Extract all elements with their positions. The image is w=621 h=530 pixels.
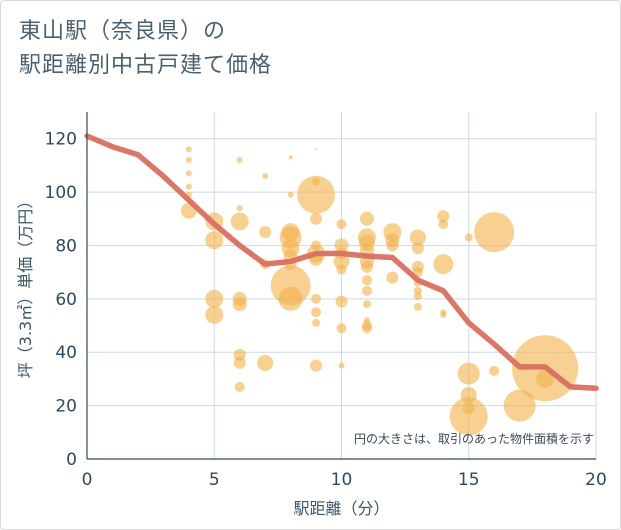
y-tick-label: 0 <box>66 450 77 470</box>
data-bubble <box>362 300 371 309</box>
data-bubble <box>287 191 294 198</box>
trend-line <box>84 133 599 392</box>
data-bubble <box>438 219 449 230</box>
data-bubble <box>489 365 500 376</box>
y-tick-label: 40 <box>55 343 77 363</box>
data-bubble <box>288 155 293 160</box>
data-bubble <box>457 362 480 385</box>
chart-title-line-1: 東山駅（奈良県）の <box>19 19 227 44</box>
y-tick-label: 80 <box>55 236 77 256</box>
y-tick-label: 20 <box>55 397 77 417</box>
data-bubble <box>336 264 347 275</box>
data-bubble <box>205 305 224 324</box>
x-axis-title: 駅距離（分） <box>293 499 389 518</box>
bubble-series <box>180 146 579 436</box>
data-bubble <box>234 381 245 392</box>
data-bubble <box>336 323 347 334</box>
data-bubble <box>185 157 192 164</box>
data-bubble <box>312 318 321 327</box>
data-bubble <box>333 253 350 270</box>
trend-line-series <box>84 133 599 392</box>
data-bubble <box>386 239 399 252</box>
x-tick-label: 15 <box>458 470 480 490</box>
data-bubble <box>409 229 426 246</box>
axes <box>86 112 596 460</box>
data-bubble <box>310 359 323 372</box>
data-bubble <box>262 173 269 180</box>
data-bubble <box>257 354 274 371</box>
chart-title: 東山駅（奈良県）の 駅距離別中古戸建て価格 <box>19 15 272 83</box>
bubble-size-note: 円の大きさは、取引のあった物件面積を示す <box>354 431 594 446</box>
x-tick-label: 20 <box>585 470 607 490</box>
data-bubble <box>411 242 424 255</box>
data-bubble <box>297 175 336 214</box>
data-bubble <box>464 233 473 242</box>
chart-title-line-2: 駅距離別中古戸建て価格 <box>19 53 273 78</box>
data-bubble <box>205 289 224 308</box>
data-bubble <box>259 226 272 239</box>
grid-lines <box>87 112 597 459</box>
tick-labels: 0 5 10 15 20 0 20 40 60 80 100 120 <box>45 130 607 490</box>
data-bubble <box>413 292 422 301</box>
data-bubble <box>361 323 372 334</box>
data-bubble <box>503 389 536 422</box>
data-bubble <box>311 293 322 304</box>
data-bubble <box>230 212 249 231</box>
y-tick-label: 60 <box>55 290 77 310</box>
data-bubble <box>474 212 515 253</box>
data-bubble <box>361 275 372 286</box>
data-bubble <box>449 397 488 436</box>
data-bubble <box>233 356 246 369</box>
data-bubble <box>338 362 345 369</box>
x-tick-label: 0 <box>82 470 93 490</box>
data-bubble <box>336 219 347 230</box>
data-bubble <box>236 205 243 212</box>
x-tick-label: 10 <box>331 470 353 490</box>
data-bubble <box>437 210 450 223</box>
data-bubble <box>536 369 555 388</box>
data-bubble <box>205 231 224 250</box>
data-bubble <box>315 148 318 151</box>
data-bubble <box>232 297 247 312</box>
data-bubble <box>278 286 303 311</box>
x-tick-label: 5 <box>209 470 220 490</box>
data-bubble <box>361 285 372 296</box>
y-tick-label: 120 <box>45 130 77 150</box>
data-bubble <box>433 254 454 275</box>
data-bubble <box>360 260 373 273</box>
data-bubble <box>311 307 322 318</box>
data-bubble <box>185 146 192 153</box>
data-bubble <box>413 302 422 311</box>
y-axis-title: 坪（3.3㎡）単価（万円） <box>16 193 35 378</box>
data-bubble <box>359 211 374 226</box>
data-bubble <box>185 170 192 177</box>
data-bubble <box>440 311 447 318</box>
data-bubble <box>310 212 323 225</box>
data-bubble <box>386 271 399 284</box>
data-bubble <box>185 183 192 190</box>
y-tick-label: 100 <box>45 183 77 203</box>
data-bubble <box>335 295 348 308</box>
data-bubble <box>236 157 243 164</box>
